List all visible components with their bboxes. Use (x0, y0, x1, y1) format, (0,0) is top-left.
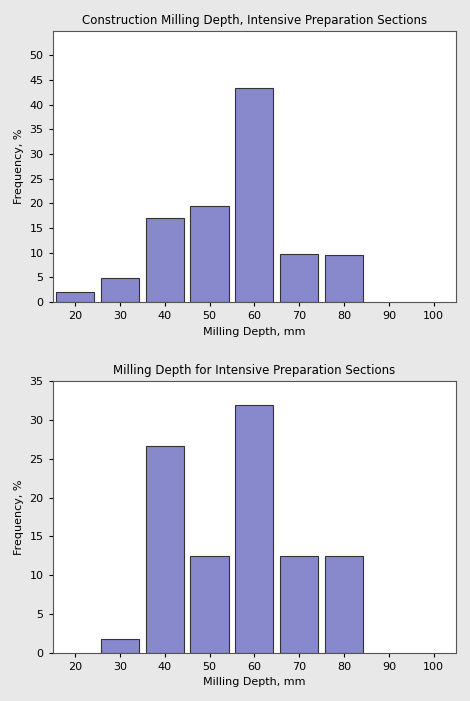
X-axis label: Milling Depth, mm: Milling Depth, mm (203, 677, 306, 687)
Bar (146, 446, 184, 653)
Title: Milling Depth for Intensive Preparation Sections: Milling Depth for Intensive Preparation … (113, 365, 395, 377)
Bar (190, 556, 228, 653)
Bar (101, 278, 139, 302)
X-axis label: Milling Depth, mm: Milling Depth, mm (203, 327, 306, 336)
Bar (235, 404, 274, 653)
Bar (56, 292, 94, 302)
Bar (325, 254, 363, 302)
Bar (280, 254, 318, 302)
Bar (325, 556, 363, 653)
Bar (235, 88, 274, 302)
Bar (146, 218, 184, 302)
Y-axis label: Frequency, %: Frequency, % (14, 129, 24, 204)
Y-axis label: Frequency, %: Frequency, % (14, 479, 24, 554)
Bar (190, 206, 228, 302)
Bar (280, 556, 318, 653)
Bar (101, 639, 139, 653)
Title: Construction Milling Depth, Intensive Preparation Sections: Construction Milling Depth, Intensive Pr… (82, 14, 427, 27)
